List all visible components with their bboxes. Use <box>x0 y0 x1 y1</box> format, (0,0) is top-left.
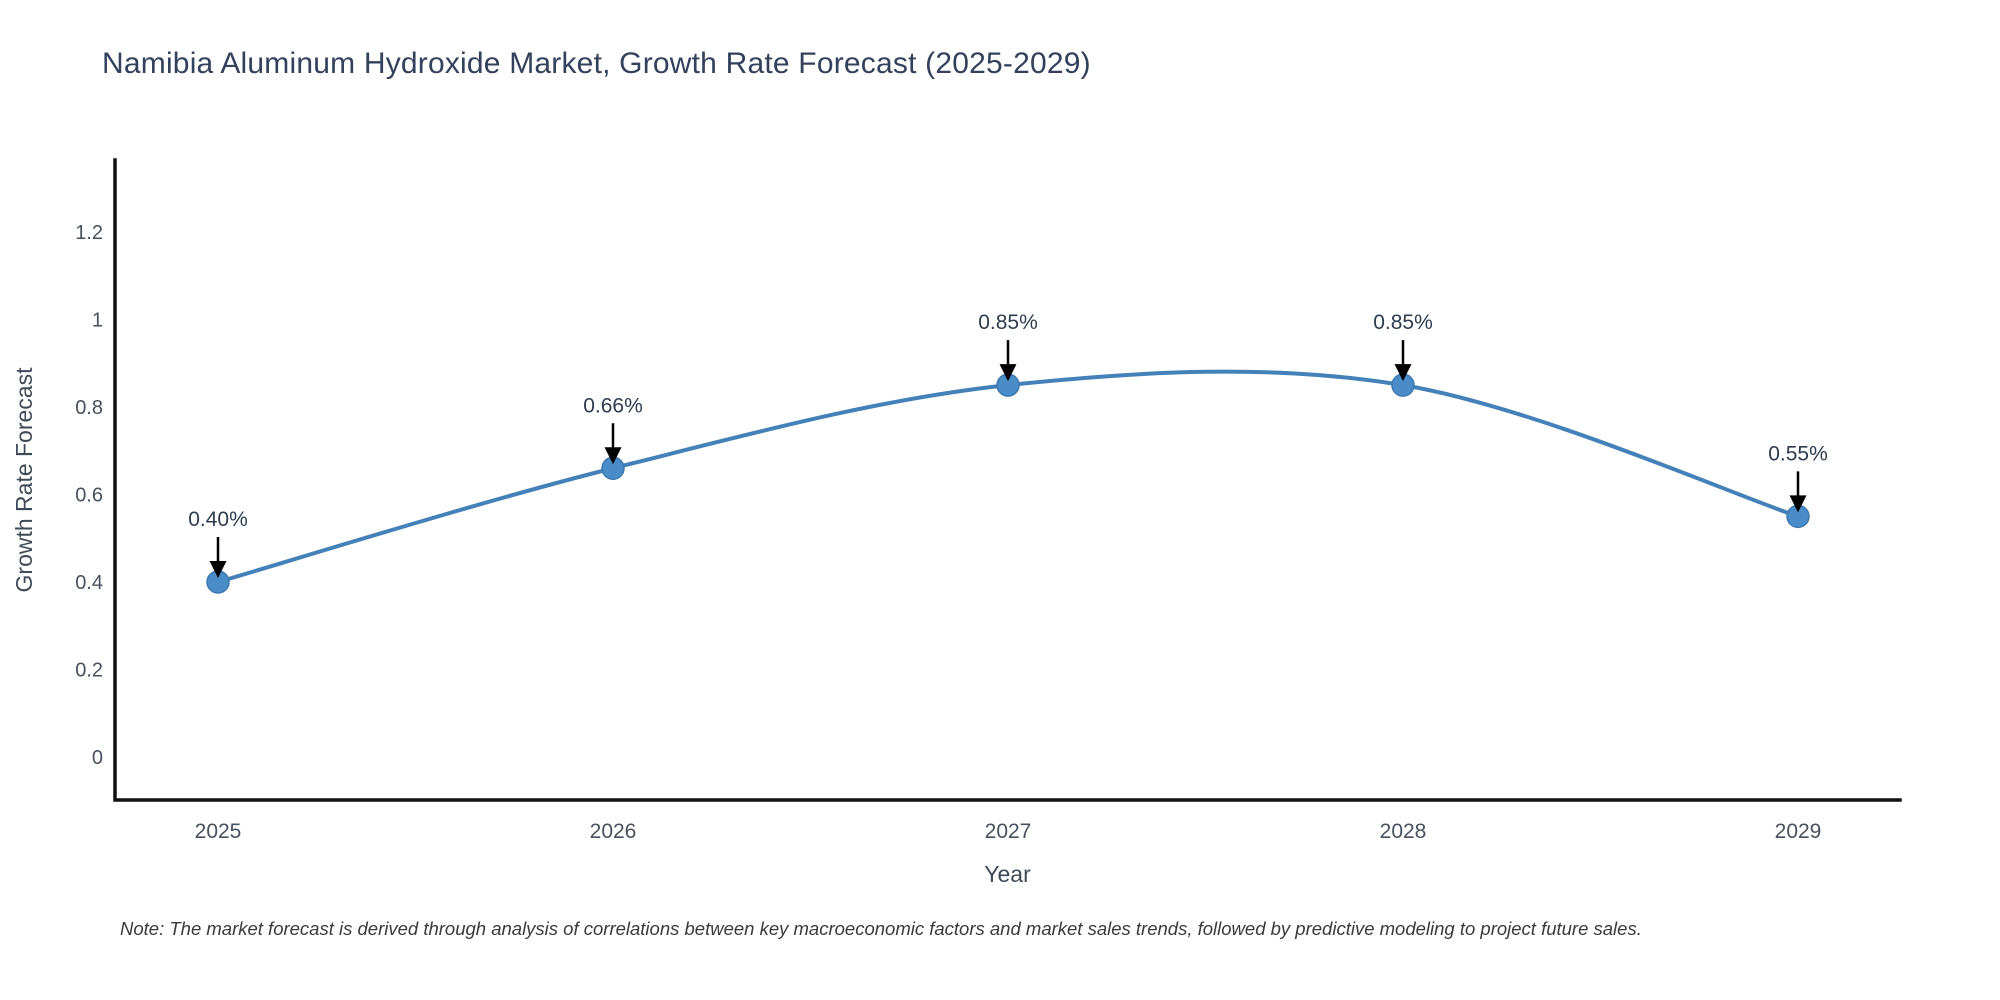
forecast-line <box>216 369 1800 584</box>
chart-title: Namibia Aluminum Hydroxide Market, Growt… <box>102 47 1091 80</box>
y-tick-label: 0.8 <box>75 397 103 419</box>
x-tick-label: 2028 <box>1380 820 1427 843</box>
x-axis-title: Year <box>984 861 1031 887</box>
point-value-label: 0.85% <box>1373 311 1433 334</box>
y-axis-title: Growth Rate Forecast <box>11 367 37 593</box>
axis-lines <box>113 158 1902 802</box>
y-tick-label: 0.6 <box>75 485 103 507</box>
point-value-label: 0.66% <box>583 394 643 417</box>
y-tick-label: 0.2 <box>75 660 103 682</box>
x-tick-label: 2029 <box>1775 820 1822 843</box>
x-tick-label: 2027 <box>985 820 1032 843</box>
x-tick-label: 2026 <box>590 820 637 843</box>
chart-footnote: Note: The market forecast is derived thr… <box>120 918 1642 939</box>
y-tick-label: 0.4 <box>75 572 103 594</box>
y-tick-label: 0 <box>92 747 103 769</box>
x-tick-label: 2025 <box>195 820 242 843</box>
annotation-arrowhead-icon <box>1394 364 1412 382</box>
annotation-arrowhead-icon <box>209 561 227 578</box>
annotation-arrowhead-icon <box>604 447 622 465</box>
point-value-label: 0.55% <box>1768 442 1828 465</box>
y-tick-label: 1 <box>92 310 103 332</box>
y-tick-label: 1.2 <box>75 222 103 244</box>
annotation-arrowhead-icon <box>1789 495 1807 513</box>
annotation-arrowhead-icon <box>999 364 1017 382</box>
point-value-label: 0.40% <box>188 508 248 531</box>
point-value-label: 0.85% <box>978 311 1038 334</box>
